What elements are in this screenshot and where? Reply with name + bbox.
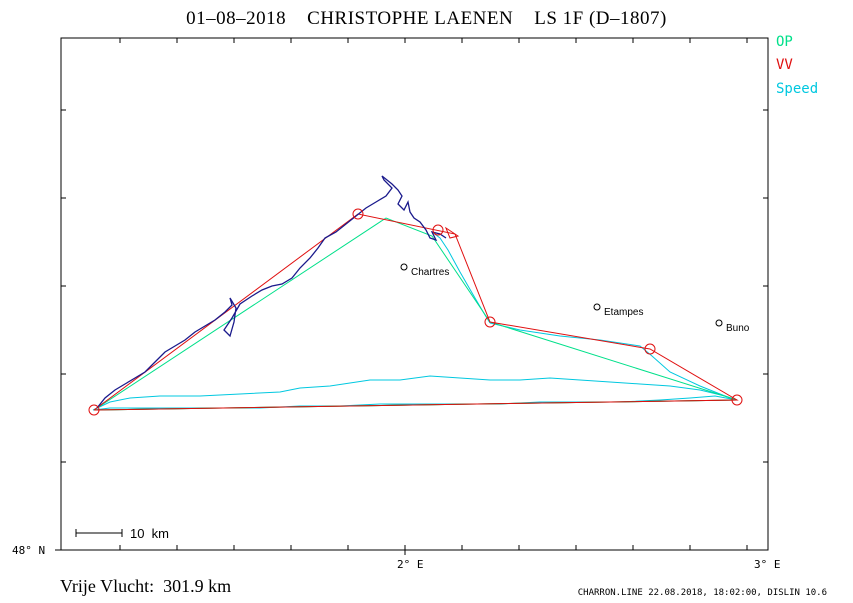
scale-label: 10 km bbox=[130, 526, 170, 541]
turnpoints bbox=[88, 208, 743, 416]
scale-bar bbox=[75, 529, 123, 537]
credit-line: CHARRON.LINE 22.08.2018, 18:02:00, DISLI… bbox=[577, 588, 827, 598]
legend-speed: Speed bbox=[776, 81, 819, 97]
place-marker bbox=[715, 319, 723, 327]
y-axis-label: 48° N bbox=[12, 544, 46, 557]
flight-track bbox=[96, 175, 447, 409]
turnpoint-4 bbox=[644, 343, 656, 355]
vv-turn-marker bbox=[444, 226, 460, 239]
legend-vv: VV bbox=[776, 57, 793, 73]
place-marker bbox=[593, 303, 601, 311]
right-ticks bbox=[763, 109, 768, 463]
turnpoint-3 bbox=[484, 316, 496, 328]
speed-line-east bbox=[489, 322, 731, 399]
turnpoint-2 bbox=[432, 224, 444, 236]
legend-op: OP bbox=[776, 34, 793, 50]
place-label-chartres: Chartres bbox=[411, 267, 449, 278]
free-flight-distance: Vrije Vlucht: 301.9 km bbox=[60, 576, 232, 596]
place-marker bbox=[400, 263, 408, 271]
turnpoint-start bbox=[88, 404, 100, 416]
chart-title: 01–08–2018 CHRISTOPHE LAENEN LS 1F (D–18… bbox=[186, 8, 667, 29]
bottom-ticks bbox=[119, 545, 748, 555]
top-ticks bbox=[119, 38, 748, 43]
place-buno: Buno bbox=[715, 319, 750, 334]
left-ticks bbox=[55, 109, 66, 551]
place-etampes: Etampes bbox=[593, 303, 643, 318]
place-label-buno: Buno bbox=[726, 323, 750, 334]
x-axis-label-3e: 3° E bbox=[754, 558, 781, 571]
x-axis-label-2e: 2° E bbox=[397, 558, 424, 571]
turnpoint-1 bbox=[352, 208, 364, 220]
turnpoint-5 bbox=[731, 394, 743, 406]
map-frame bbox=[60, 37, 769, 551]
place-label-etampes: Etampes bbox=[604, 307, 643, 318]
place-chartres: Chartres bbox=[400, 263, 449, 278]
